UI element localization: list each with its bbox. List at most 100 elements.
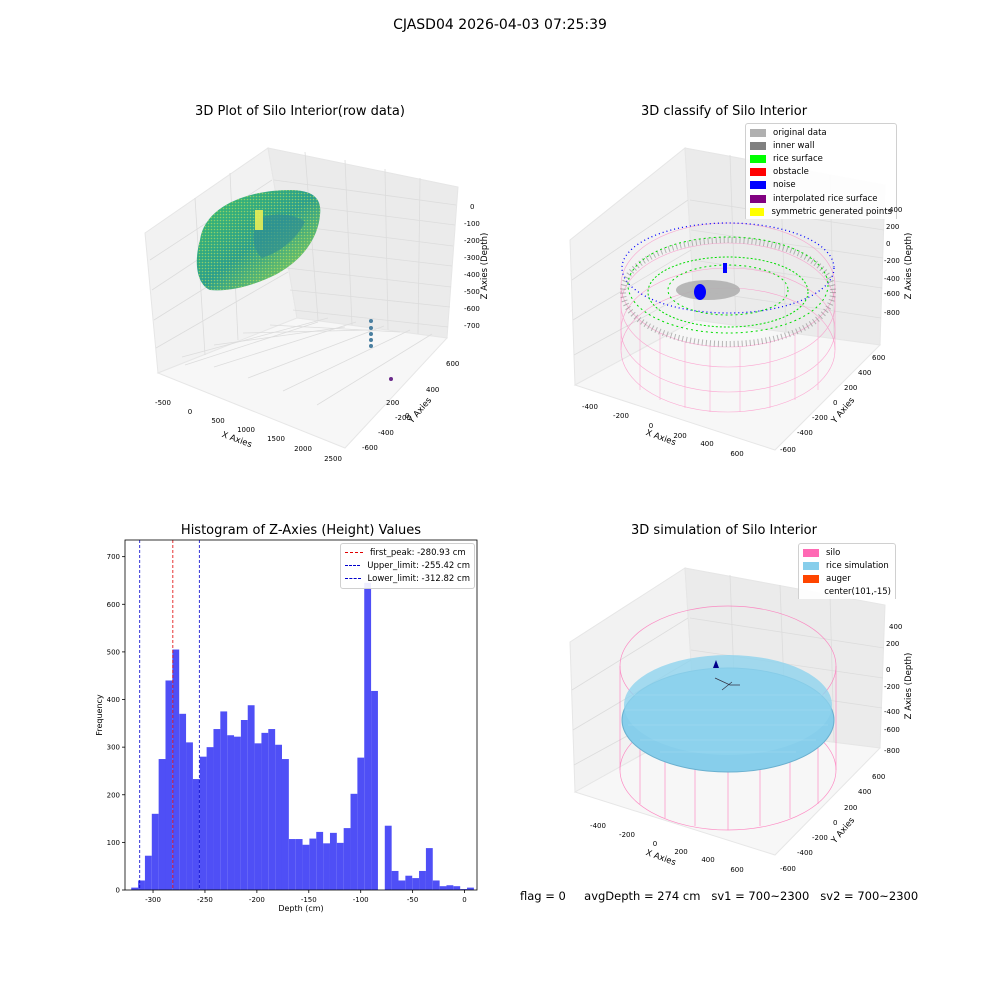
x-tick: 1500: [267, 435, 285, 443]
histogram-bar: [138, 880, 145, 890]
y-tick-label: 200: [107, 791, 120, 799]
histogram-bar: [405, 875, 413, 890]
z-tick: -300: [464, 254, 480, 262]
histogram-bar: [172, 649, 180, 890]
histogram-bar: [460, 889, 468, 890]
x-tick: 2000: [294, 445, 312, 453]
x-tick-label: -100: [353, 896, 369, 904]
legend-label: symmetric generated points: [771, 206, 892, 217]
legend-swatch: [750, 207, 765, 216]
y-tick: -600: [780, 446, 796, 454]
z-tick: -600: [884, 290, 900, 298]
histogram-bar: [446, 885, 454, 890]
histogram-bar: [281, 759, 289, 890]
legend-label: center(101,-15): [824, 587, 891, 598]
histogram-bar: [391, 870, 399, 890]
histogram-bar: [357, 757, 365, 890]
x-tick: 400: [700, 440, 713, 448]
histogram-bar: [302, 844, 310, 890]
legend-label: silo: [826, 547, 841, 558]
y-tick-label: 0: [116, 887, 120, 895]
x-tick-label: -200: [249, 896, 265, 904]
status-footer: flag = 0 avgDepth = 274 cm sv1 = 700~230…: [520, 889, 918, 903]
y-tick: -200: [395, 414, 411, 422]
histogram-y-ticks: 0 100 200 300 400 500 600 700: [107, 553, 125, 895]
z-tick: -600: [884, 726, 900, 734]
histogram-bar: [323, 843, 330, 890]
histogram-bar: [151, 813, 159, 890]
z-tick: -400: [884, 275, 900, 283]
z-axis-label: Z Axies (Depth): [904, 653, 914, 720]
y-tick-label: 400: [107, 696, 120, 704]
legend-label: Upper_limit: -255.42 cm: [367, 560, 470, 571]
histogram-bar: [234, 736, 241, 890]
histogram-bar: [240, 720, 248, 890]
x-tick-label: -250: [197, 896, 213, 904]
x-tick: -400: [582, 403, 598, 411]
z-tick: -800: [884, 747, 900, 755]
histogram-bar: [199, 756, 207, 890]
histogram-bar: [227, 735, 235, 890]
z-tick: -200: [884, 257, 900, 265]
panel4-title: 3D simulation of Silo Interior: [631, 523, 817, 538]
histogram-bar: [295, 839, 303, 890]
y-tick: -200: [812, 414, 828, 422]
legend-label: first_peak: -280.93 cm: [370, 547, 466, 558]
histogram-plot: -300 -250 -200 -150 -100 -50 0 0 100 200 300 400 50…: [95, 539, 478, 913]
legend-line: [345, 565, 361, 567]
classify-legend: original data inner wall rice surface ob…: [745, 123, 897, 219]
histogram-bar: [158, 759, 166, 890]
y-tick: 600: [872, 773, 885, 781]
histogram-bar: [288, 839, 296, 890]
panel1-title: 3D Plot of Silo Interior(row data): [195, 104, 405, 119]
histogram-bar: [425, 848, 433, 890]
x-tick: 200: [674, 848, 687, 856]
y-tick: 400: [426, 386, 439, 394]
histogram-vlines: [139, 540, 200, 890]
z-tick: -100: [464, 220, 480, 228]
histogram-bar: [165, 680, 173, 890]
histogram-bar: [412, 878, 420, 890]
y-tick: -400: [797, 429, 813, 437]
histogram-bar: [309, 838, 317, 890]
histogram-bar: [364, 582, 372, 890]
z-axis-label: Z Axies (Depth): [480, 233, 490, 300]
z-tick: 200: [886, 223, 899, 231]
histogram-bar: [220, 711, 228, 890]
z-tick: 0: [470, 203, 474, 211]
histogram-bar: [453, 886, 461, 890]
legend-swatch: [750, 128, 766, 137]
simulation-3d-plot: silo rice simulation auger center(101,-1…: [569, 543, 914, 874]
y-tick: 200: [844, 804, 857, 812]
z-tick: -800: [884, 309, 900, 317]
histogram-bar: [192, 779, 200, 890]
histogram-bar: [206, 747, 214, 890]
x-tick: 0: [649, 422, 653, 430]
z-tick: 400: [889, 206, 902, 214]
sv2-text: sv2 = 700~2300: [820, 889, 919, 903]
legend-swatch: [750, 141, 766, 150]
legend-swatch: [803, 588, 817, 596]
y-tick: -400: [797, 849, 813, 857]
y-tick: 400: [858, 788, 871, 796]
histogram-bar: [268, 729, 276, 890]
legend-label: inner wall: [773, 140, 815, 151]
panel2-title: 3D classify of Silo Interior: [640, 104, 808, 119]
histogram-bar: [144, 855, 152, 890]
y-tick: -600: [362, 444, 378, 452]
histogram-bar: [419, 870, 426, 890]
z-axis-label: Z Axies (Depth): [904, 233, 914, 300]
histogram-bar: [275, 744, 282, 890]
histogram-y-label: Frequency: [95, 694, 104, 736]
histogram-bar: [213, 729, 221, 890]
z-tick: -400: [884, 708, 900, 716]
z-tick: -600: [464, 305, 480, 313]
histogram-title: Histogram of Z-Axies (Height) Values: [180, 523, 422, 538]
figure-title: CJASD04 2026-04-03 07:25:39: [393, 17, 607, 33]
legend-swatch: [803, 548, 819, 557]
histogram-frame: [124, 539, 478, 891]
sv1-text: sv1 = 700~2300: [711, 889, 810, 903]
legend-swatch: [750, 168, 766, 177]
x-tick: -200: [619, 831, 635, 839]
legend-label: noise: [773, 180, 796, 191]
